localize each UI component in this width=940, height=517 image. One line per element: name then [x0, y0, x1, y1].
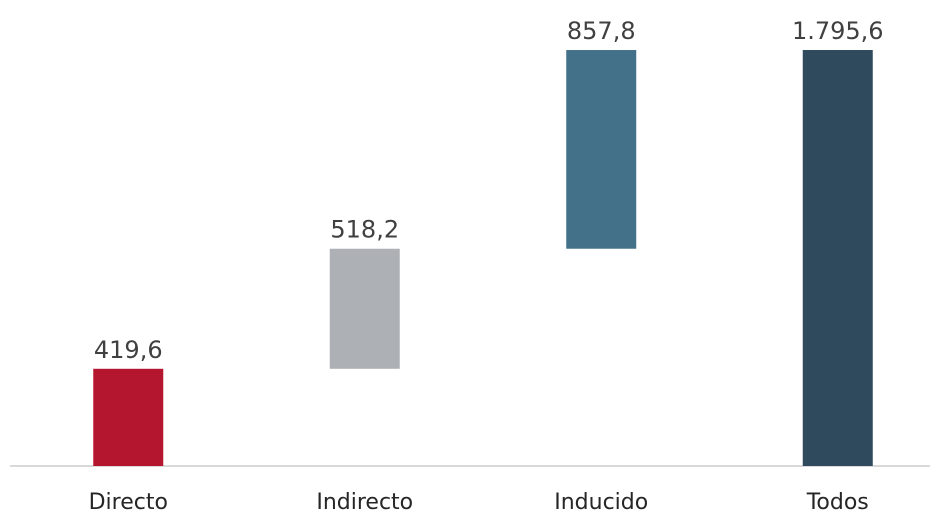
x-tick-label: Inducido	[554, 490, 648, 515]
value-label: 857,8	[567, 17, 636, 45]
x-tick-label: Todos	[806, 490, 869, 515]
value-label: 518,2	[330, 216, 399, 244]
bar	[566, 50, 637, 249]
bar	[329, 248, 400, 369]
bar	[93, 368, 164, 466]
value-label: 1.795,6	[792, 17, 884, 45]
value-label: 419,6	[94, 336, 163, 364]
x-tick-label: Directo	[89, 490, 168, 515]
x-tick-label: Indirecto	[316, 490, 413, 515]
bar	[802, 50, 873, 466]
